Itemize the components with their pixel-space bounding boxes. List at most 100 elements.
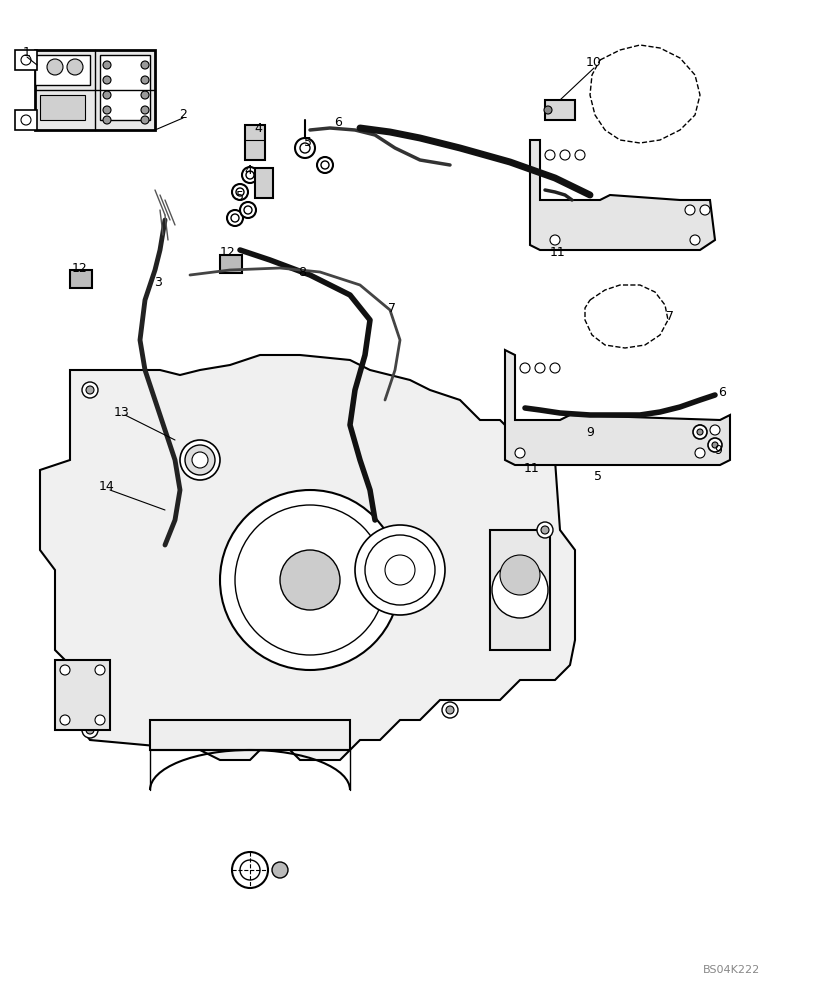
Circle shape [60,665,70,675]
Circle shape [103,106,111,114]
Bar [100,55,150,120]
Text: 12: 12 [220,245,236,258]
Circle shape [95,715,105,725]
Circle shape [575,150,585,160]
Text: 14: 14 [99,481,115,493]
Circle shape [710,425,720,435]
Text: 5: 5 [304,135,312,148]
Circle shape [47,59,63,75]
Bar [55,660,110,730]
Circle shape [544,106,552,114]
Text: 3: 3 [154,275,162,288]
Bar [40,95,85,120]
Circle shape [141,116,149,124]
Text: 12: 12 [73,261,88,274]
Circle shape [693,425,707,439]
Circle shape [550,235,560,245]
Circle shape [355,525,445,615]
Text: 9: 9 [714,444,722,456]
Circle shape [21,115,31,125]
Bar [255,168,273,198]
Circle shape [317,157,333,173]
Bar [35,50,155,130]
Circle shape [82,382,98,398]
Circle shape [515,448,525,458]
Bar [70,270,92,288]
Bar [35,55,90,85]
Circle shape [272,862,288,878]
Text: 10: 10 [586,55,602,68]
Circle shape [185,445,215,475]
Circle shape [232,852,268,888]
Bar [545,100,575,120]
Bar [15,110,37,130]
Circle shape [82,722,98,738]
Circle shape [712,442,718,448]
Text: 6: 6 [334,116,342,129]
Text: 11: 11 [524,462,540,475]
Circle shape [192,452,208,468]
Circle shape [535,363,545,373]
Circle shape [385,555,415,585]
Text: 4: 4 [244,163,252,176]
Circle shape [227,210,243,226]
Circle shape [300,143,310,153]
Polygon shape [40,355,575,760]
Circle shape [103,76,111,84]
Circle shape [537,522,553,538]
Circle shape [141,76,149,84]
Circle shape [365,535,435,605]
Text: 11: 11 [550,245,566,258]
Circle shape [560,150,570,160]
Circle shape [492,562,548,618]
Circle shape [103,61,111,69]
Polygon shape [530,140,715,250]
Circle shape [235,505,385,655]
Circle shape [280,550,340,610]
Circle shape [180,440,220,480]
Circle shape [695,448,705,458]
Bar [150,720,350,750]
Circle shape [550,363,560,373]
Circle shape [244,206,252,214]
Circle shape [700,205,710,215]
Circle shape [240,202,256,218]
Circle shape [690,235,700,245]
Bar [220,255,242,273]
Circle shape [545,150,555,160]
Circle shape [541,526,549,534]
Circle shape [708,438,722,452]
Circle shape [141,61,149,69]
Circle shape [442,702,458,718]
Circle shape [446,706,454,714]
Text: BS04K222: BS04K222 [703,965,760,975]
Circle shape [242,167,258,183]
Circle shape [141,91,149,99]
Polygon shape [590,45,700,143]
Circle shape [236,188,244,196]
Text: 13: 13 [115,406,130,418]
Circle shape [67,59,83,75]
Circle shape [685,205,695,215]
Text: 2: 2 [179,108,187,121]
Text: 5: 5 [236,190,244,204]
Circle shape [103,116,111,124]
Text: 9: 9 [586,426,594,438]
Bar [490,530,550,650]
Circle shape [95,665,105,675]
Circle shape [220,490,400,670]
Text: 8: 8 [298,265,306,278]
Circle shape [232,184,248,200]
Circle shape [231,214,239,222]
Circle shape [321,161,329,169]
Circle shape [500,555,540,595]
Text: 6: 6 [718,386,726,399]
Circle shape [21,55,31,65]
Text: 7: 7 [388,302,396,314]
Circle shape [697,429,703,435]
Circle shape [86,726,94,734]
Text: 4: 4 [254,121,262,134]
Circle shape [246,171,254,179]
Circle shape [86,386,94,394]
Text: 5: 5 [594,471,602,484]
